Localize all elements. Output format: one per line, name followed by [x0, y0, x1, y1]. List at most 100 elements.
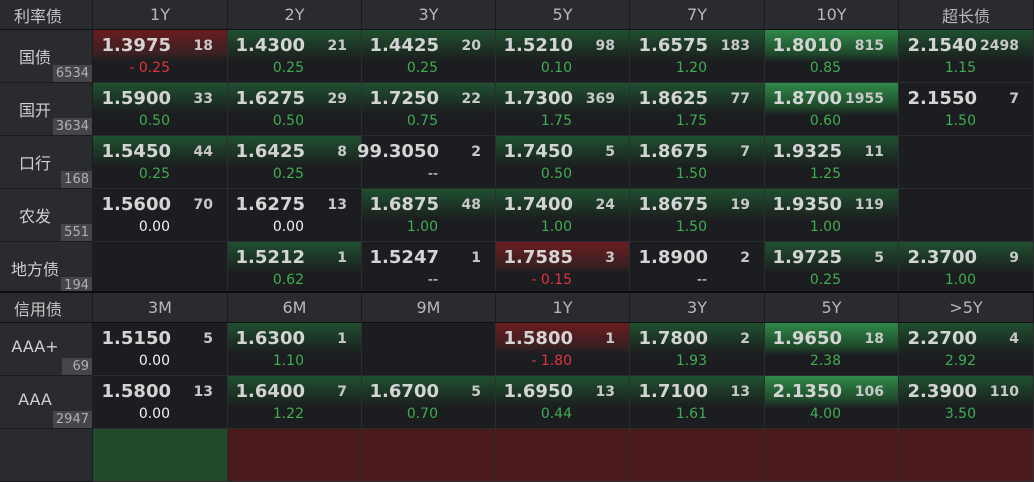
tenor-header[interactable]: 9M: [362, 293, 496, 323]
quote-cell[interactable]: 2.1540 2498 1.15: [899, 30, 1034, 83]
quote-cell[interactable]: 1.5900 33 0.50: [93, 83, 228, 136]
quote-cell[interactable]: 1.5210 98 0.10: [496, 30, 630, 83]
change-value: - 0.25: [129, 60, 170, 76]
yield-value: 1.5600: [101, 194, 171, 215]
change-value: 1.00: [406, 219, 438, 235]
quote-cell[interactable]: 99.3050 2 --: [357, 136, 496, 189]
quote-cell[interactable]: 1.8675 7 1.50: [630, 136, 765, 189]
change-value: 2.38: [809, 353, 841, 369]
quote-cell[interactable]: 1.5212 1 0.62: [228, 242, 362, 295]
row-count-badge: 6534: [52, 65, 92, 82]
quote-cell[interactable]: [630, 429, 765, 482]
quote-cell[interactable]: 1.6275 13 0.00: [228, 189, 362, 242]
quote-cell[interactable]: 1.6875 48 1.00: [362, 189, 496, 242]
quote-cell[interactable]: 1.9650 18 2.38: [765, 323, 899, 376]
row-label[interactable]: AAA 2947: [0, 376, 93, 429]
yield-value: 1.9650: [772, 328, 842, 349]
change-value: 0.25: [138, 166, 170, 182]
yield-value: 1.7450: [503, 141, 573, 162]
bond-row: 地方债 194 1.5212 1 0.62 1.5247 1 -- 1.7585 3- 0.15 1…: [0, 242, 1034, 295]
quote-cell[interactable]: 1.6400 7 1.22: [228, 376, 362, 429]
quote-cell[interactable]: 1.5247 1 --: [362, 242, 496, 295]
row-label[interactable]: 农发 551: [0, 189, 93, 242]
row-count-badge: 194: [61, 277, 92, 294]
row-label[interactable]: 地方债 194: [0, 242, 93, 295]
quote-cell[interactable]: 1.8675 19 1.50: [630, 189, 765, 242]
tenor-header[interactable]: >5Y: [899, 293, 1034, 323]
quote-cell[interactable]: 2.1350 106 4.00: [765, 376, 899, 429]
quote-cell[interactable]: 1.3975 18 - 0.25: [93, 30, 228, 83]
quote-cell[interactable]: 2.2700 4 2.92: [899, 323, 1034, 376]
volume-value: 106: [854, 384, 884, 400]
quote-cell[interactable]: 1.4300 21 0.25: [228, 30, 362, 83]
tenor-header[interactable]: 2Y: [228, 0, 362, 30]
tenor-header[interactable]: 1Y: [496, 293, 630, 323]
row-label[interactable]: 口行 168: [0, 136, 93, 189]
row-label[interactable]: [0, 429, 93, 482]
quote-cell[interactable]: 1.6575 183 1.20: [630, 30, 765, 83]
quote-cell[interactable]: 1.7250 22 0.75: [362, 83, 496, 136]
quote-cell[interactable]: [899, 429, 1034, 482]
quote-cell[interactable]: 1.6425 8 0.25: [228, 136, 362, 189]
tenor-header[interactable]: 5Y: [765, 293, 899, 323]
quote-cell[interactable]: 2.3700 9 1.00: [899, 242, 1034, 295]
quote-cell[interactable]: 1.5800 13 0.00: [93, 376, 228, 429]
quote-cell[interactable]: 1.5450 44 0.25: [93, 136, 228, 189]
quote-cell[interactable]: [362, 429, 496, 482]
row-count-badge: 2947: [52, 411, 92, 428]
quote-cell[interactable]: 1.9325 11 1.25: [765, 136, 899, 189]
quote-cell[interactable]: 1.8010 815 0.85: [765, 30, 899, 83]
quote-cell[interactable]: 1.5150 5 0.00: [93, 323, 228, 376]
yield-value: 1.6875: [369, 194, 439, 215]
volume-value: 2498: [980, 38, 1019, 54]
change-value: 3.50: [944, 406, 976, 422]
quote-cell[interactable]: 1.7800 2 1.93: [630, 323, 765, 376]
quote-cell[interactable]: 1.9725 5 0.25: [765, 242, 899, 295]
volume-value: 8: [337, 144, 347, 160]
quote-cell[interactable]: [496, 429, 630, 482]
quote-cell[interactable]: [93, 429, 228, 482]
row-label[interactable]: 国债 6534: [0, 30, 93, 83]
empty-cell: [93, 242, 228, 295]
quote-cell[interactable]: 1.8625 77 1.75: [630, 83, 765, 136]
quote-cell[interactable]: 1.5800 1 - 1.80: [496, 323, 630, 376]
tenor-header[interactable]: 1Y: [93, 0, 228, 30]
quote-cell[interactable]: 1.7400 24 1.00: [496, 189, 630, 242]
quote-cell[interactable]: 1.7100 13 1.61: [630, 376, 765, 429]
volume-value: 815: [854, 38, 884, 54]
quote-cell[interactable]: 1.8900 2 --: [630, 242, 765, 295]
quote-cell[interactable]: 1.7585 3 - 0.15: [496, 242, 630, 295]
quote-cell[interactable]: 1.6300 1 1.10: [228, 323, 362, 376]
quote-cell[interactable]: 1.8700 1955 0.60: [765, 83, 899, 136]
change-value: --: [427, 166, 438, 182]
yield-value: 2.1350: [772, 381, 842, 402]
quote-cell[interactable]: 1.6700 5 0.70: [362, 376, 496, 429]
tenor-header[interactable]: 超长债: [899, 0, 1034, 30]
row-label[interactable]: 国开 3634: [0, 83, 93, 136]
bond-row: 口行 168 1.5450 44 0.25 1.6425 8 0.25 99.3050 2 -- 1.…: [0, 136, 1034, 189]
quote-cell[interactable]: [765, 429, 899, 482]
quote-cell[interactable]: 1.7450 5 0.50: [496, 136, 630, 189]
change-value: --: [696, 272, 707, 288]
quote-cell[interactable]: 2.1550 7 1.50: [899, 83, 1034, 136]
quote-cell[interactable]: 1.4425 20 0.25: [362, 30, 496, 83]
quote-cell[interactable]: 1.7300 369 1.75: [496, 83, 630, 136]
tenor-header[interactable]: 10Y: [765, 0, 899, 30]
tenor-header[interactable]: 3Y: [362, 0, 496, 30]
tenor-header[interactable]: 6M: [228, 293, 362, 323]
row-label[interactable]: AAA+ 69: [0, 323, 93, 376]
quote-cell[interactable]: 1.9350 119 1.00: [765, 189, 899, 242]
quote-cell[interactable]: [228, 429, 362, 482]
yield-value: 1.8625: [638, 88, 708, 109]
tenor-header[interactable]: 3Y: [630, 293, 765, 323]
quote-cell[interactable]: 1.6275 29 0.50: [228, 83, 362, 136]
tenor-header[interactable]: 5Y: [496, 0, 630, 30]
quote-cell[interactable]: 1.6950 13 0.44: [496, 376, 630, 429]
quote-cell[interactable]: 2.3900 110 3.50: [899, 376, 1034, 429]
tenor-header[interactable]: 7Y: [630, 0, 765, 30]
volume-value: 13: [193, 384, 213, 400]
change-value: 1.22: [272, 406, 304, 422]
tenor-header[interactable]: 3M: [93, 293, 228, 323]
quote-cell[interactable]: 1.5600 70 0.00: [93, 189, 228, 242]
yield-value: 1.7250: [369, 88, 439, 109]
